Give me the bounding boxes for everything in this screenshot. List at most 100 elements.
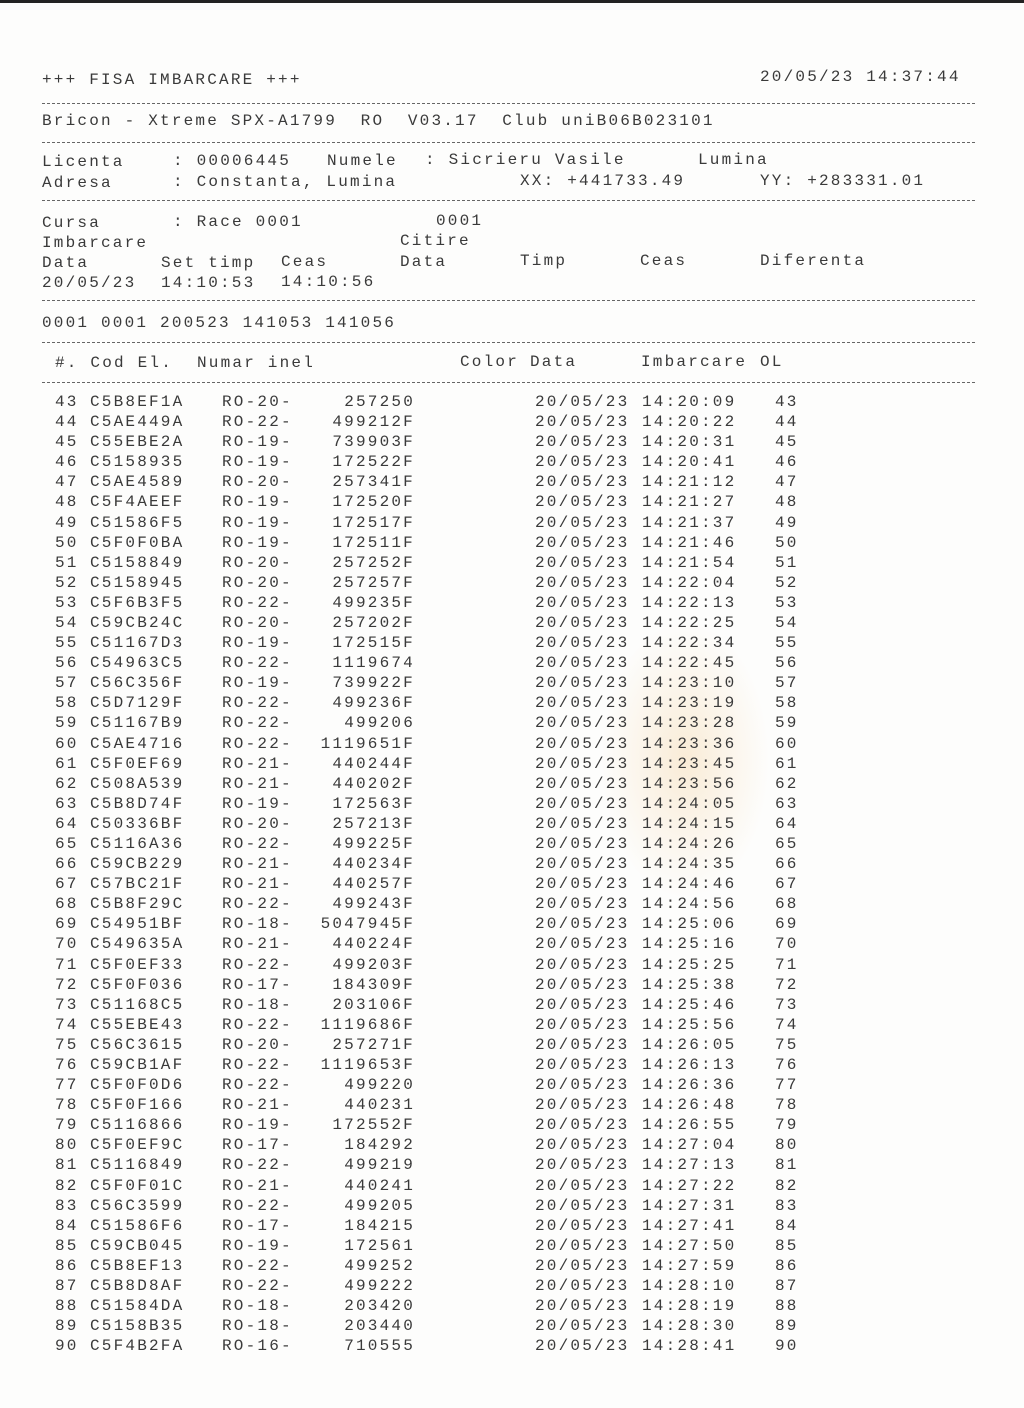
ol-number: 58 xyxy=(775,694,799,713)
ring-number: 257250 xyxy=(344,393,415,411)
boarding-time: 14:23:36 xyxy=(642,734,737,753)
col-diferenta: Diferenta xyxy=(760,252,867,270)
col-data: Data xyxy=(42,254,90,272)
divider xyxy=(42,200,975,201)
ol-number: 61 xyxy=(775,754,799,773)
boarding-date: 20/05/23 xyxy=(535,1297,630,1316)
row-number: 62 xyxy=(55,774,79,793)
ring-prefix: RO-21- xyxy=(222,935,293,954)
ol-number: 74 xyxy=(775,1015,799,1034)
electronic-code: C5116A36 xyxy=(90,834,185,853)
row-number: 72 xyxy=(55,975,79,994)
boarding-time: 14:26:48 xyxy=(642,1096,737,1115)
boarding-time: 14:24:05 xyxy=(642,794,737,813)
boarding-date: 20/05/23 xyxy=(535,433,630,452)
ol-number: 83 xyxy=(775,1196,799,1215)
row-number: 66 xyxy=(55,855,79,874)
boarding-time: 14:23:28 xyxy=(642,714,737,733)
row-number: 59 xyxy=(55,714,79,733)
ol-number: 44 xyxy=(775,413,799,432)
boarding-date: 20/05/23 xyxy=(535,553,630,572)
ring-number: 499225F xyxy=(332,834,415,853)
ol-number: 78 xyxy=(775,1096,799,1115)
document-title: +++ FISA IMBARCARE +++ xyxy=(42,71,302,89)
boarding-time: 14:24:56 xyxy=(642,895,737,914)
boarding-time: 14:22:25 xyxy=(642,613,737,632)
licenta-label: Licenta xyxy=(42,153,125,171)
boarding-date: 20/05/23 xyxy=(535,1055,630,1074)
row-number: 79 xyxy=(55,1116,79,1135)
row-number: 45 xyxy=(55,433,79,452)
boarding-date: 20/05/23 xyxy=(535,1256,630,1275)
ring-number: 499206 xyxy=(344,714,415,733)
row-number: 57 xyxy=(55,674,79,693)
row-number: 69 xyxy=(55,915,79,934)
ol-number: 68 xyxy=(775,895,799,914)
ring-number: 1119651F xyxy=(320,734,415,753)
col-citire-ceas: Ceas xyxy=(640,252,688,270)
numele-value: : Sicrieru Vasile xyxy=(425,151,626,169)
coord-yy: YY: +283331.01 xyxy=(760,172,926,190)
ol-number: 45 xyxy=(775,433,799,452)
coord-xx: XX: +441733.49 xyxy=(520,172,686,190)
ring-number: 499205 xyxy=(344,1196,415,1215)
ol-number: 43 xyxy=(775,393,799,411)
ol-number: 66 xyxy=(775,855,799,874)
ring-prefix: RO-20- xyxy=(222,1035,293,1054)
ol-number: 80 xyxy=(775,1136,799,1155)
boarding-date: 20/05/23 xyxy=(535,1076,630,1095)
boarding-time: 14:25:25 xyxy=(642,955,737,974)
electronic-code: C5F6B3F5 xyxy=(90,593,185,612)
race-code-line: 0001 0001 200523 141053 141056 xyxy=(42,314,397,332)
boarding-time: 14:21:37 xyxy=(642,513,737,532)
boarding-date: 20/05/23 xyxy=(535,1176,630,1195)
ring-prefix: RO-22- xyxy=(222,734,293,753)
boarding-time: 14:24:26 xyxy=(642,834,737,853)
boarding-time: 14:26:55 xyxy=(642,1116,737,1135)
boarding-date: 20/05/23 xyxy=(535,654,630,673)
boarding-time: 14:23:56 xyxy=(642,774,737,793)
boarding-time: 14:20:41 xyxy=(642,453,737,472)
row-number: 65 xyxy=(55,834,79,853)
electronic-code: C5B8F29C xyxy=(90,895,185,914)
scan-edge xyxy=(0,0,1024,3)
ring-number: 1119674 xyxy=(332,654,415,673)
row-number: 86 xyxy=(55,1256,79,1275)
electronic-code: C549635A xyxy=(90,935,185,954)
ring-number: 172561 xyxy=(344,1236,415,1255)
boarding-time: 14:24:46 xyxy=(642,875,737,894)
electronic-code: C5F0F0D6 xyxy=(90,1076,185,1095)
ring-prefix: RO-22- xyxy=(222,955,293,974)
row-number: 84 xyxy=(55,1216,79,1235)
ring-number: 499235F xyxy=(332,593,415,612)
ring-prefix: RO-22- xyxy=(222,834,293,853)
boarding-date: 20/05/23 xyxy=(535,1015,630,1034)
ol-number: 49 xyxy=(775,513,799,532)
electronic-code: C54963C5 xyxy=(90,654,185,673)
boarding-date: 20/05/23 xyxy=(535,493,630,512)
ring-prefix: RO-22- xyxy=(222,413,293,432)
electronic-code: C56C3599 xyxy=(90,1196,185,1215)
ring-number: 499236F xyxy=(332,694,415,713)
row-number: 80 xyxy=(55,1136,79,1155)
divider xyxy=(42,342,975,343)
row-number: 90 xyxy=(55,1337,79,1356)
ring-prefix: RO-20- xyxy=(222,393,293,411)
ring-prefix: RO-22- xyxy=(222,1196,293,1215)
electronic-code: C56C356F xyxy=(90,674,185,693)
ring-prefix: RO-19- xyxy=(222,513,293,532)
ring-prefix: RO-22- xyxy=(222,1055,293,1074)
ring-prefix: RO-22- xyxy=(222,1015,293,1034)
ol-number: 87 xyxy=(775,1276,799,1295)
boarding-time: 14:28:19 xyxy=(642,1297,737,1316)
electronic-code: C51168C5 xyxy=(90,995,185,1014)
ol-number: 90 xyxy=(775,1337,799,1356)
ring-prefix: RO-19- xyxy=(222,493,293,512)
boarding-time: 14:23:45 xyxy=(642,754,737,773)
ring-number: 440231 xyxy=(344,1096,415,1115)
header-color: Color xyxy=(460,353,520,371)
ring-prefix: RO-19- xyxy=(222,453,293,472)
boarding-date: 20/05/23 xyxy=(535,875,630,894)
divider xyxy=(42,382,975,383)
boarding-time: 14:23:10 xyxy=(642,674,737,693)
